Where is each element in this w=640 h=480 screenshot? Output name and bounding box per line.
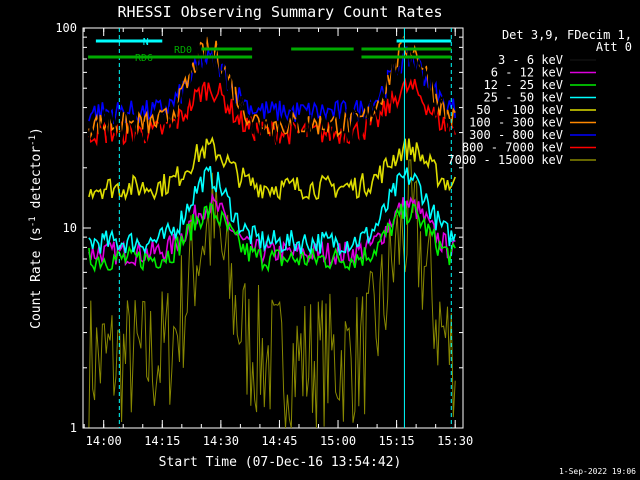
x-tick-label: 14:45 (261, 434, 297, 448)
legend-label: 7000 - 15000 keV (447, 153, 563, 167)
series-line (88, 165, 456, 257)
y-tick-label: 1 (70, 421, 77, 435)
y-tick-label: 100 (55, 21, 77, 35)
x-axis-label: Start Time (07-Dec-16 13:54:42) (159, 455, 402, 470)
legend-label: 300 - 800 keV (469, 128, 563, 142)
y-axis: 1 10 100 (55, 21, 463, 435)
y-tick-label: 10 (63, 221, 77, 235)
series-layer (88, 28, 456, 429)
legend-label: 800 - 7000 keV (462, 141, 563, 155)
legend-label: 3 - 6 keV (498, 53, 563, 67)
x-axis: 14:00 14:15 14:30 14:45 15:00 15:15 15:30 (83, 28, 473, 448)
legend-label: 12 - 25 keV (484, 78, 563, 92)
series-line (88, 35, 456, 139)
x-tick-label: 14:30 (203, 434, 239, 448)
flag-label: RD0 (174, 45, 192, 56)
series-line (88, 29, 456, 157)
legend-header-line-2: Att 0 (596, 40, 632, 54)
footer-date: 1-Sep-2022 19:06 (559, 467, 636, 476)
flag-label: RD6 (135, 53, 153, 64)
series-line (88, 159, 456, 429)
legend-header-line-1: Det 3,9, FDecim 1, (502, 28, 632, 42)
x-tick-label: 14:00 (86, 434, 122, 448)
chart-title: RHESSI Observing Summary Count Rates (117, 3, 442, 21)
flag-layer: N RD0 RD6 (88, 37, 452, 64)
legend-label: 6 - 12 keV (491, 66, 563, 80)
y-axis-label: Count Rate (s-1 detector-1) (28, 127, 44, 329)
series-line (88, 200, 456, 273)
legend-label: 50 - 100 keV (476, 103, 563, 117)
legend-label: 100 - 300 keV (469, 116, 563, 130)
flag-label: N (143, 37, 149, 48)
x-tick-label: 15:00 (320, 434, 356, 448)
x-tick-label: 15:30 (437, 434, 473, 448)
x-tick-label: 15:15 (379, 434, 415, 448)
legend-label: 25 - 50 keV (484, 91, 563, 105)
series-line (88, 136, 456, 202)
x-tick-label: 14:15 (144, 434, 180, 448)
